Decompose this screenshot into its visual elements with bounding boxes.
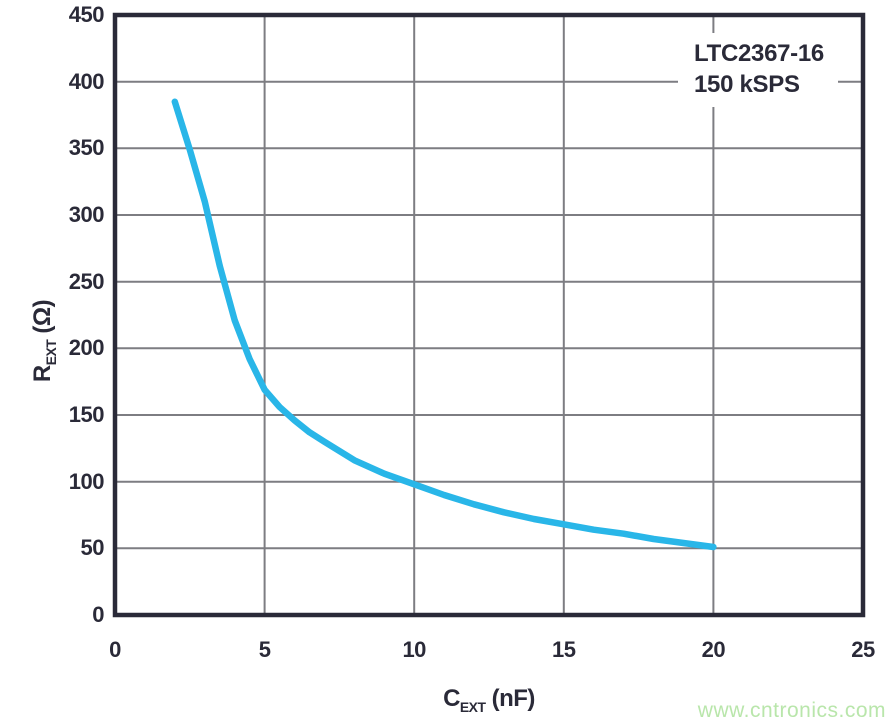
gridlines xyxy=(115,15,863,615)
ytick-450: 450 xyxy=(68,2,105,27)
xtick-0: 0 xyxy=(109,637,121,662)
xtick-20: 20 xyxy=(701,637,726,662)
watermark: www.cntronics.com xyxy=(697,699,886,722)
x-title-unit: (nF) xyxy=(485,685,536,712)
annotation-box: LTC2367-16 150 kSPS xyxy=(678,33,838,107)
x-axis-title: CEXT (nF) xyxy=(443,685,535,715)
x-title-sub: EXT xyxy=(459,698,486,715)
ytick-200: 200 xyxy=(68,335,105,361)
ytick-300: 300 xyxy=(68,202,105,227)
ytick-350: 350 xyxy=(68,135,105,161)
ytick-0: 0 xyxy=(92,602,104,627)
xtick-5: 5 xyxy=(258,637,271,662)
annotation-line2: 150 kSPS xyxy=(694,71,800,98)
ytick-400: 400 xyxy=(68,68,105,94)
xtick-15: 15 xyxy=(552,637,576,662)
ytick-150: 150 xyxy=(68,402,105,427)
y-title-sub: EXT xyxy=(42,339,59,366)
annotation-line1: LTC2367-16 xyxy=(694,40,824,67)
xtick-25: 25 xyxy=(851,637,875,662)
x-title-base: C xyxy=(443,685,460,712)
ytick-100: 100 xyxy=(68,468,105,494)
ytick-250: 250 xyxy=(68,268,105,294)
plot-border xyxy=(112,12,866,618)
y-title-unit: (Ω) xyxy=(29,299,57,340)
ytick-50: 50 xyxy=(80,535,105,561)
curve-path xyxy=(171,98,717,551)
xtick-10: 10 xyxy=(402,637,426,662)
y-axis-title: REXT (Ω) xyxy=(29,300,59,382)
y-title-base: R xyxy=(29,365,57,383)
